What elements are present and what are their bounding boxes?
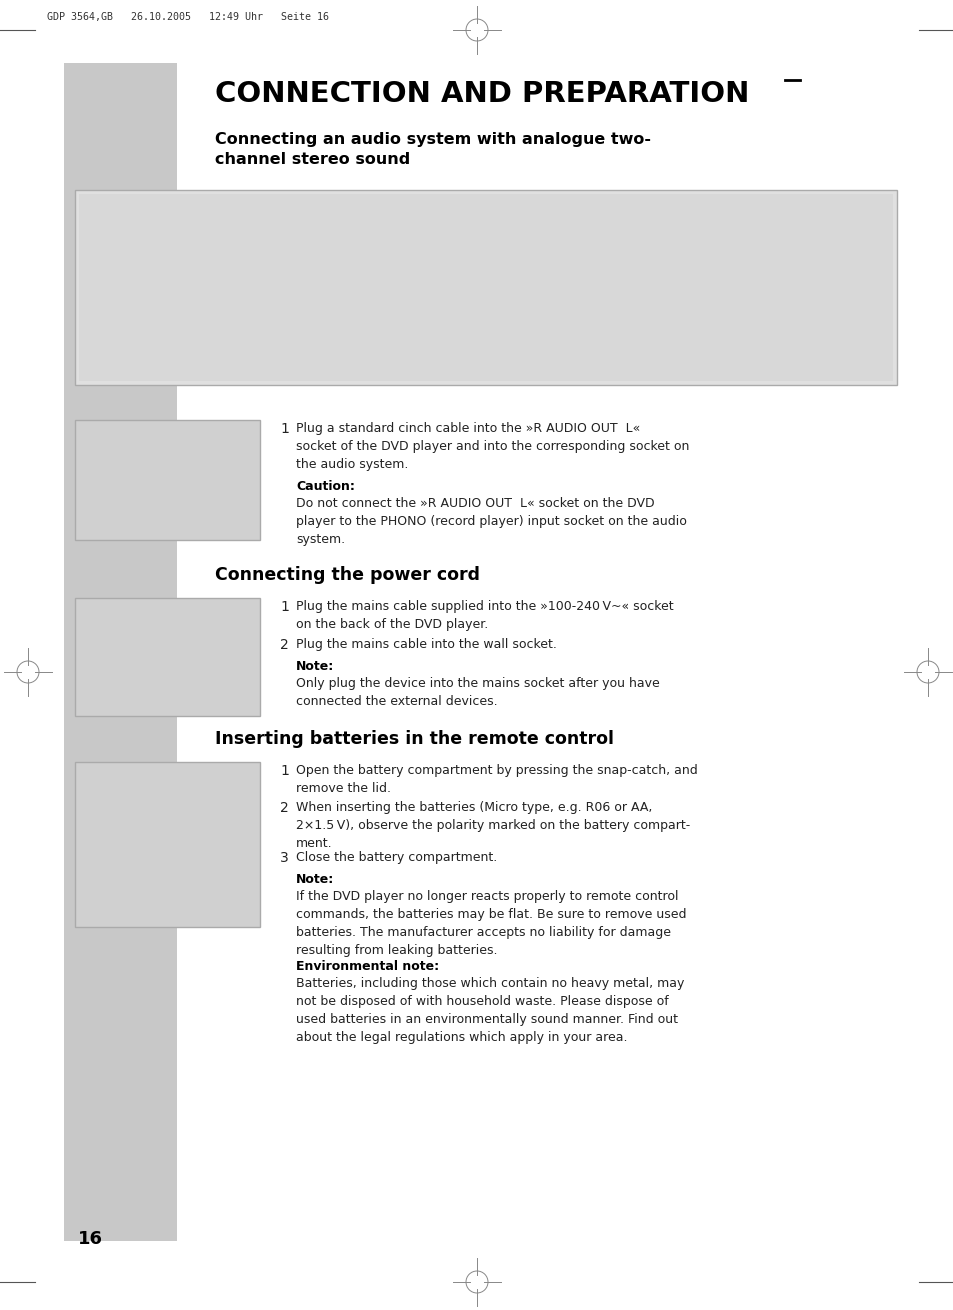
- Text: Connecting the power cord: Connecting the power cord: [214, 566, 479, 584]
- Text: 3: 3: [280, 852, 289, 865]
- Bar: [64, 393, 177, 418]
- Text: CONNECTION AND PREPARATION: CONNECTION AND PREPARATION: [214, 80, 749, 107]
- Text: 1: 1: [280, 764, 289, 778]
- Text: Close the battery compartment.: Close the battery compartment.: [295, 852, 497, 865]
- Bar: [64, 63, 177, 1241]
- Text: Plug the mains cable into the wall socket.: Plug the mains cable into the wall socke…: [295, 638, 557, 651]
- Text: When inserting the batteries (Micro type, e.g. R06 or AA,
2×1.5 V), observe the : When inserting the batteries (Micro type…: [295, 800, 690, 850]
- Text: 16: 16: [78, 1230, 103, 1248]
- Text: 2: 2: [280, 638, 289, 652]
- Text: 1: 1: [280, 600, 289, 614]
- Text: GDP 3564,GB   26.10.2005   12:49 Uhr   Seite 16: GDP 3564,GB 26.10.2005 12:49 Uhr Seite 1…: [47, 12, 329, 22]
- Bar: [75, 597, 260, 717]
- Text: Plug a standard cinch cable into the »R AUDIO OUT  L«
socket of the DVD player a: Plug a standard cinch cable into the »R …: [295, 422, 689, 472]
- Bar: [64, 723, 177, 748]
- Text: If the DVD player no longer reacts properly to remote control
commands, the batt: If the DVD player no longer reacts prope…: [295, 889, 686, 958]
- Bar: [75, 762, 260, 927]
- Text: Do not connect the »R AUDIO OUT  L« socket on the DVD
player to the PHONO (recor: Do not connect the »R AUDIO OUT L« socke…: [295, 496, 686, 546]
- Text: 2: 2: [280, 800, 289, 815]
- Text: Open the battery compartment by pressing the snap-catch, and
remove the lid.: Open the battery compartment by pressing…: [295, 764, 697, 795]
- Text: Only plug the device into the mains socket after you have
connected the external: Only plug the device into the mains sock…: [295, 677, 659, 707]
- Text: Note:: Note:: [295, 872, 334, 886]
- Text: 1: 1: [280, 422, 289, 436]
- Bar: [79, 194, 892, 381]
- Bar: [64, 559, 177, 584]
- Bar: [75, 190, 896, 385]
- Text: Inserting batteries in the remote control: Inserting batteries in the remote contro…: [214, 730, 614, 748]
- Text: Note:: Note:: [295, 660, 334, 673]
- Text: Plug the mains cable supplied into the »100-240 V~« socket
on the back of the DV: Plug the mains cable supplied into the »…: [295, 600, 673, 631]
- Bar: [75, 421, 260, 540]
- Text: Batteries, including those which contain no heavy metal, may
not be disposed of : Batteries, including those which contain…: [295, 977, 683, 1044]
- Text: Environmental note:: Environmental note:: [295, 960, 438, 973]
- Text: Caution:: Caution:: [295, 479, 355, 493]
- Text: Connecting an audio system with analogue two-
channel stereo sound: Connecting an audio system with analogue…: [214, 132, 650, 166]
